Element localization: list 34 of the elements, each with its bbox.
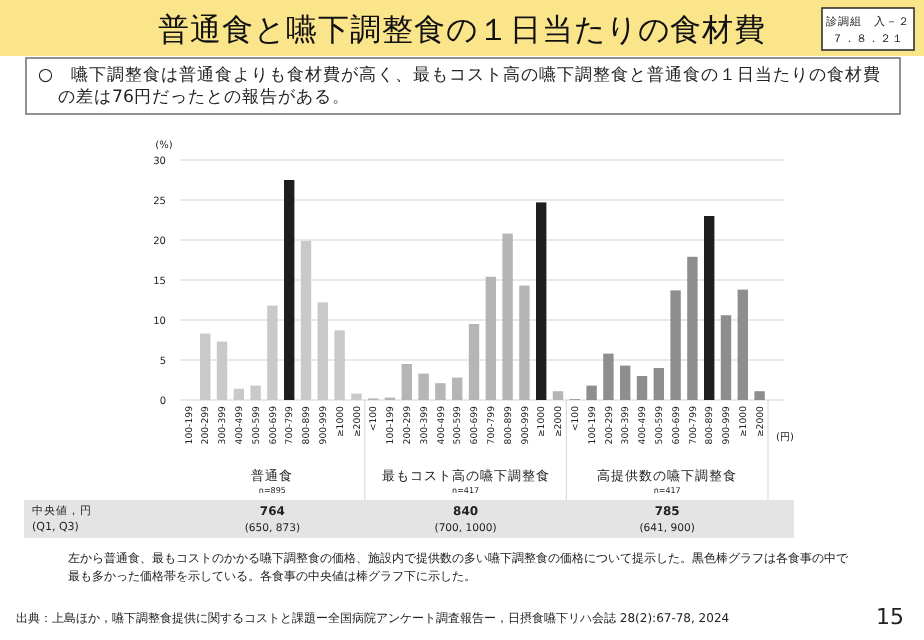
bar bbox=[250, 385, 261, 400]
bar bbox=[452, 377, 463, 400]
bar bbox=[603, 353, 614, 400]
bar bbox=[267, 305, 278, 400]
bar bbox=[317, 302, 328, 400]
bar bbox=[737, 289, 748, 400]
bar bbox=[552, 391, 564, 400]
bar bbox=[636, 376, 648, 400]
text: 15 bbox=[876, 604, 904, 630]
bar bbox=[216, 341, 228, 400]
bar bbox=[586, 385, 597, 400]
bar bbox=[536, 202, 547, 400]
bar bbox=[687, 256, 698, 400]
bar bbox=[418, 373, 429, 400]
bar bbox=[720, 315, 732, 400]
bar bbox=[284, 180, 295, 400]
bar bbox=[233, 388, 244, 400]
bar bbox=[485, 276, 496, 400]
bar bbox=[754, 391, 765, 400]
bar bbox=[334, 330, 345, 400]
bar bbox=[300, 240, 312, 400]
bar bbox=[435, 383, 446, 400]
bar bbox=[401, 364, 412, 400]
bar bbox=[704, 216, 715, 400]
bar bbox=[468, 324, 480, 400]
text: 普通食と嚥下調整食の１日当たりの食材費 bbox=[158, 12, 766, 48]
bar bbox=[351, 393, 362, 400]
bar bbox=[502, 233, 513, 400]
bar bbox=[620, 365, 631, 400]
bar bbox=[200, 333, 211, 400]
bar bbox=[519, 285, 530, 400]
text: ○ 嚥下調整食は普通食よりも食材費が高く、最もコスト高の嚥下調整食と普通食の１日当たりの食材費の差は76円だったとの報告がある。 bbox=[38, 64, 881, 108]
bar bbox=[653, 368, 664, 400]
bar bbox=[670, 290, 681, 400]
